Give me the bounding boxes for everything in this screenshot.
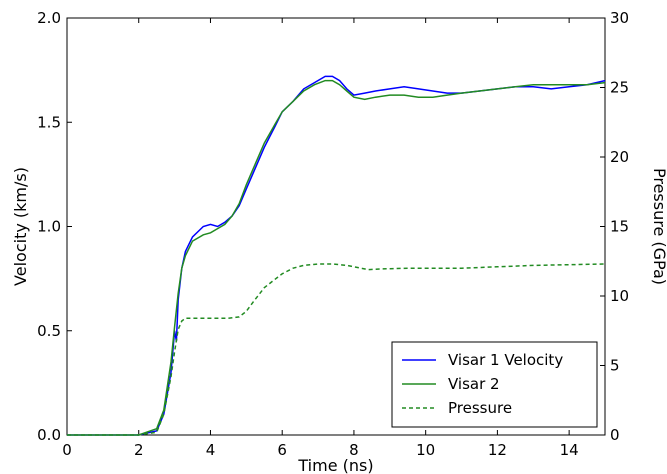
- legend-label-3: Pressure: [448, 399, 512, 417]
- x-tick-label: 12: [488, 441, 507, 459]
- x-axis-label: Time (ns): [297, 456, 373, 474]
- x-tick-label: 4: [206, 441, 216, 459]
- x-tick-label: 0: [62, 441, 72, 459]
- legend-label-1: Visar 1 Velocity: [448, 351, 563, 369]
- y2-tick-label: 5: [610, 357, 620, 375]
- series-line-3: [67, 263, 606, 436]
- y2-tick-label: 10: [610, 287, 629, 305]
- x-tick-label: 2: [134, 441, 144, 459]
- y-tick-label: 1.5: [37, 113, 61, 131]
- y2-tick-label: 20: [610, 148, 629, 166]
- legend-label-2: Visar 2: [448, 375, 500, 393]
- y-tick-label: 2.0: [37, 9, 61, 27]
- y-tick-label: 0.0: [37, 426, 61, 444]
- x-tick-label: 8: [349, 441, 359, 459]
- y2-tick-label: 25: [610, 79, 629, 97]
- ticks-group: 0 2 4 6 8 10 12 14 0.0 0.5 1.0 1.5 2.0 0 5 10 15 20 25 30: [37, 9, 629, 459]
- y-tick-label: 1.0: [37, 218, 61, 236]
- y-tick-label: 0.5: [37, 322, 61, 340]
- y2-axis-label: Pressure (GPa): [650, 168, 667, 285]
- y2-tick-label: 30: [610, 9, 629, 27]
- x-tick-label: 10: [416, 441, 435, 459]
- x-tick-label: 14: [560, 441, 579, 459]
- x-tick-label: 6: [277, 441, 287, 459]
- y2-tick-label: 0: [610, 426, 620, 444]
- legend: Visar 1 Velocity Visar 2 Pressure: [391, 341, 598, 428]
- y-axis-label: Velocity (km/s): [11, 167, 30, 286]
- series-group: [67, 75, 606, 436]
- series-line-2: [67, 79, 606, 436]
- y2-tick-label: 15: [610, 218, 629, 236]
